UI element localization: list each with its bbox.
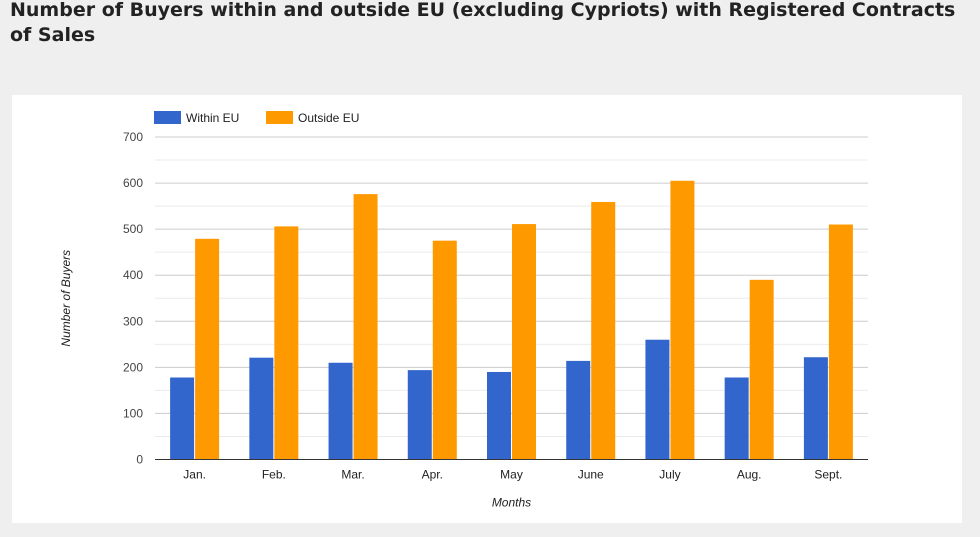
y-tick-label: 200 bbox=[123, 360, 143, 374]
bar-within-eu bbox=[407, 370, 432, 460]
y-axis-title: Number of Buyers bbox=[59, 250, 73, 347]
bar-outside-eu bbox=[512, 224, 536, 460]
y-tick-label: 0 bbox=[136, 453, 143, 467]
bar-outside-eu bbox=[195, 238, 220, 460]
bar-within-eu bbox=[487, 371, 511, 460]
y-tick-label: 700 bbox=[123, 130, 143, 144]
bar-within-eu bbox=[566, 360, 591, 460]
y-tick-label: 400 bbox=[123, 268, 143, 282]
chart-card: 0 100 200 300 400 500 600 700 Jan. Feb. Mar. Apr. Ma… bbox=[12, 95, 962, 523]
legend-swatch-outside-eu bbox=[266, 111, 293, 124]
x-tick-label: July bbox=[659, 468, 680, 482]
bar-within-eu bbox=[645, 339, 670, 460]
bar-chart: 0 100 200 300 400 500 600 700 Jan. Feb. Mar. Apr. Ma… bbox=[59, 111, 868, 510]
bar-within-eu bbox=[803, 357, 828, 460]
y-tick-label: 300 bbox=[123, 314, 143, 328]
x-tick-label: Apr. bbox=[422, 468, 443, 482]
x-axis-title: Months bbox=[492, 496, 531, 510]
bar-within-eu bbox=[170, 377, 195, 460]
x-tick-label: Feb. bbox=[262, 468, 286, 482]
x-tick-label: Aug. bbox=[737, 468, 762, 482]
bar-outside-eu bbox=[432, 240, 457, 460]
legend-label: Outside EU bbox=[298, 111, 359, 125]
bar-outside-eu bbox=[749, 279, 774, 460]
bar-within-eu bbox=[328, 362, 353, 460]
bar-within-eu bbox=[249, 357, 274, 460]
bar-outside-eu bbox=[274, 226, 299, 460]
legend-swatch-within-eu bbox=[154, 111, 181, 124]
y-tick-label: 600 bbox=[123, 176, 143, 190]
y-tick-label: 100 bbox=[123, 406, 143, 420]
legend-label: Within EU bbox=[186, 111, 239, 125]
bar-outside-eu bbox=[353, 194, 378, 460]
bar-outside-eu bbox=[670, 180, 695, 460]
x-tick-label: Sept. bbox=[814, 468, 842, 482]
y-tick-label: 500 bbox=[123, 222, 143, 236]
bar-outside-eu bbox=[591, 201, 616, 460]
x-tick-label: June bbox=[578, 468, 604, 482]
bar-outside-eu bbox=[828, 224, 853, 460]
bar-within-eu bbox=[724, 377, 749, 460]
x-tick-label: Mar. bbox=[341, 468, 364, 482]
chart-title: Number of Buyers within and outside EU (… bbox=[10, 0, 956, 46]
x-tick-label: May bbox=[500, 468, 523, 482]
x-tick-label: Jan. bbox=[183, 468, 206, 482]
